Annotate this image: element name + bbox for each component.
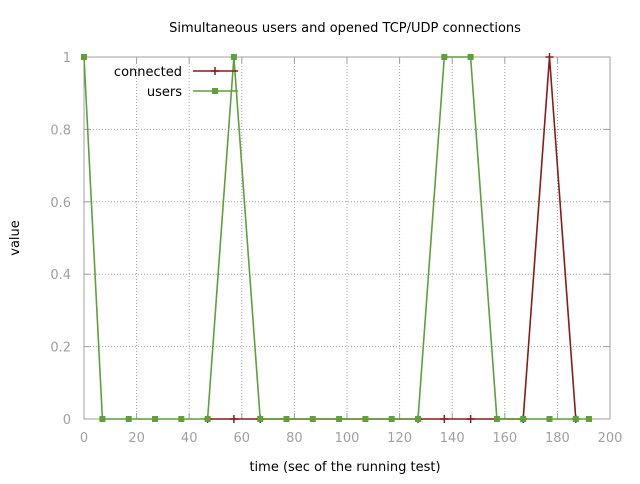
y-tick-label: 1: [63, 51, 71, 66]
series-group: [81, 53, 592, 423]
data-point-marker: [125, 416, 132, 422]
data-point-marker: [81, 54, 87, 60]
x-tick-label: 80: [286, 431, 303, 446]
legend-entry-connected: connected: [114, 65, 238, 80]
axes: 0 20 40 60 80 100 120 140 160 180 200 0 0.2 0.4 0.6 0.8…: [50, 51, 622, 446]
data-point-marker: [257, 416, 264, 422]
series-line: [207, 56, 577, 420]
grid-lines: [84, 57, 610, 419]
chart-title: Simultaneous users and opened TCP/UDP co…: [169, 21, 521, 36]
y-tick-label: 0.8: [50, 123, 71, 138]
x-tick-label: 60: [234, 431, 251, 446]
x-tick-label: 40: [181, 431, 198, 446]
y-tick-label: 0.6: [50, 196, 71, 211]
x-tick-label: 180: [545, 431, 570, 446]
data-point-marker: [467, 54, 474, 60]
data-point-marker: [388, 416, 395, 422]
data-point-marker: [152, 416, 159, 422]
data-point-marker: [440, 415, 449, 423]
data-point-marker: [212, 88, 218, 94]
data-point-marker: [545, 53, 554, 61]
data-point-marker: [211, 67, 219, 75]
series-line: [83, 56, 589, 420]
x-tick-label: 0: [80, 431, 88, 446]
y-tick-label: 0: [63, 413, 71, 428]
y-tick-label: 0.4: [50, 268, 71, 283]
x-tick-label: 200: [598, 431, 623, 446]
legend-label: users: [147, 85, 182, 100]
x-tick-label: 160: [492, 431, 517, 446]
data-point-marker: [585, 416, 592, 422]
x-axis-label: time (sec of the running test): [249, 460, 440, 475]
data-point-marker: [99, 416, 106, 422]
data-point-marker: [309, 416, 316, 422]
x-tick-label: 120: [387, 431, 412, 446]
data-point-marker: [546, 416, 553, 422]
data-point-marker: [204, 416, 211, 422]
data-point-marker: [572, 416, 579, 422]
data-point-marker: [493, 416, 500, 422]
y-tick-label: 0.2: [50, 341, 71, 356]
legend-entry-users: users: [147, 85, 238, 100]
data-point-marker: [178, 416, 185, 422]
x-tick-label: 20: [128, 431, 145, 446]
data-point-marker: [362, 416, 369, 422]
legend-label: connected: [114, 65, 182, 80]
data-point-marker: [520, 416, 527, 422]
data-point-marker: [441, 54, 448, 60]
x-tick-label: 140: [440, 431, 465, 446]
series-users: [81, 54, 592, 422]
data-point-marker: [283, 416, 290, 422]
data-point-marker: [336, 416, 343, 422]
data-point-marker: [415, 416, 422, 422]
y-axis-label: value: [8, 220, 23, 256]
series-connected: [203, 53, 580, 423]
x-tick-label: 100: [335, 431, 360, 446]
legend: connected users: [114, 65, 238, 100]
data-point-marker: [230, 54, 237, 60]
data-point-marker: [229, 415, 238, 423]
data-point-marker: [466, 415, 475, 423]
